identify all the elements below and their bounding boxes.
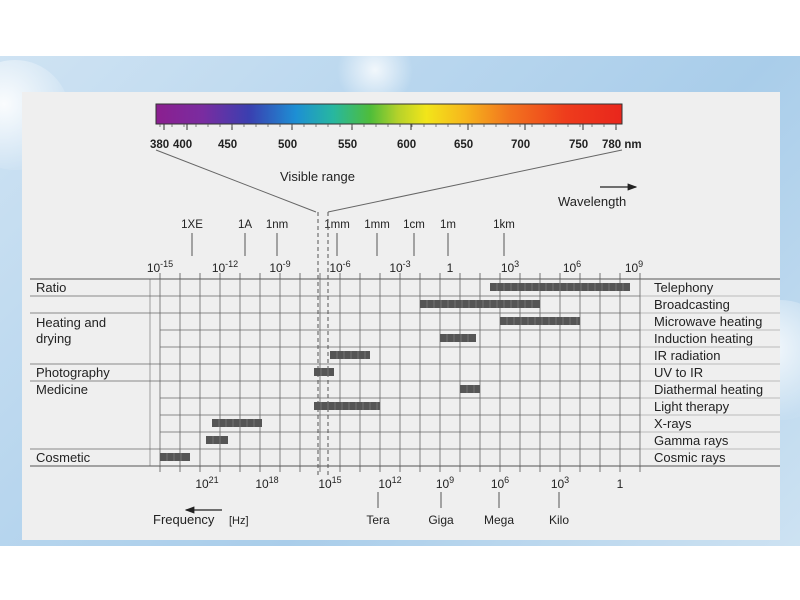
power-tick-label: 106 (563, 259, 581, 275)
category-label: Heating and (36, 315, 106, 330)
application-label: X-rays (654, 416, 692, 431)
length-labels: 1XE 1A 1nm 1mm 1mm 1cm 1m 1km (181, 219, 515, 256)
power-tick-label: 103 (501, 259, 519, 275)
spectrum-ticks (159, 124, 617, 130)
frequency-tick-label: 1 (617, 477, 624, 491)
nm-label: 450 (218, 139, 237, 151)
nm-label: 500 (278, 139, 297, 151)
nm-label: 780 nm (602, 139, 642, 151)
category-label: Ratio (36, 280, 66, 295)
application-bar (206, 436, 228, 444)
category-label: Cosmetic (36, 450, 91, 465)
category-label: drying (36, 331, 71, 346)
length-label: 1nm (266, 219, 288, 231)
length-label: 1m (440, 219, 456, 231)
application-bar (330, 351, 370, 359)
power-labels: 10-15 10-12 10-9 10-6 10-3 1 103 106 109 (147, 259, 643, 275)
power-tick-label: 109 (625, 259, 643, 275)
power-tick-label: 10-9 (269, 259, 290, 275)
nm-label: 400 (173, 139, 192, 151)
application-label: UV to IR (654, 365, 703, 380)
spectrum-panel (22, 92, 780, 540)
application-label: IR radiation (654, 348, 720, 363)
prefix-labels: Tera Giga Mega Kilo (366, 492, 569, 527)
application-bar (420, 300, 540, 308)
length-label: 1A (238, 219, 252, 231)
length-label: 1km (493, 219, 515, 231)
application-bar (314, 402, 380, 410)
frequency-labels: 1021 1018 1015 1012 109 106 103 1 (195, 475, 623, 491)
frequency-tick-label: 109 (436, 475, 454, 491)
application-bar (160, 453, 190, 461)
nm-label: 600 (397, 139, 416, 151)
frequency-tick-label: 1018 (255, 475, 278, 491)
application-label: Diathermal heating (654, 382, 763, 397)
application-bar (500, 317, 580, 325)
application-label: Light therapy (654, 399, 730, 414)
nm-label: 650 (454, 139, 473, 151)
frequency-tick-label: 1021 (195, 475, 218, 491)
length-label: 1cm (403, 219, 425, 231)
prefix-label: Tera (366, 513, 390, 527)
power-tick-label: 10-12 (212, 259, 238, 275)
category-label: Medicine (36, 382, 88, 397)
application-bar (440, 334, 476, 342)
nm-label: 380 (150, 139, 169, 151)
application-label: Cosmic rays (654, 450, 726, 465)
application-label: Broadcasting (654, 297, 730, 312)
power-tick-label: 10-6 (329, 259, 350, 275)
frequency-tick-label: 103 (551, 475, 569, 491)
visible-spectrum-bar (155, 103, 623, 125)
application-label: Induction heating (654, 331, 753, 346)
frequency-tick-label: 1015 (318, 475, 341, 491)
application-bar (212, 419, 262, 427)
prefix-label: Giga (428, 513, 454, 527)
application-bar (460, 385, 480, 393)
length-label: 1XE (181, 219, 203, 231)
power-tick-label: 1 (447, 261, 454, 275)
visible-range-label: Visible range (280, 169, 355, 184)
length-label: 1mm (324, 219, 350, 231)
frequency-label: Frequency (153, 512, 215, 527)
nm-label: 750 (569, 139, 588, 151)
visible-range-left-line (155, 149, 317, 213)
wavelength-nm-labels: 380 400 450 500 550 600 650 700 750 780 nm (150, 139, 642, 151)
decorative-bubble (330, 40, 420, 100)
power-tick-label: 10-3 (389, 259, 410, 275)
application-labels: Telephony Broadcasting Microwave heating In… (654, 280, 763, 465)
application-label: Gamma rays (654, 433, 729, 448)
frequency-tick-label: 1012 (378, 475, 401, 491)
frequency-tick-label: 106 (491, 475, 509, 491)
length-label: 1mm (364, 219, 390, 231)
frequency-unit: [Hz] (229, 515, 249, 527)
application-label: Microwave heating (654, 314, 762, 329)
power-tick-label: 10-15 (147, 259, 173, 275)
prefix-label: Kilo (549, 513, 569, 527)
application-bar (314, 368, 334, 376)
application-bars (160, 283, 630, 461)
visible-range-right-line (327, 149, 623, 213)
nm-label: 550 (338, 139, 357, 151)
application-label: Telephony (654, 280, 714, 295)
nm-label: 700 (511, 139, 530, 151)
wavelength-label: Wavelength (558, 194, 626, 209)
category-label: Photography (36, 365, 110, 380)
application-grid (30, 212, 780, 476)
prefix-label: Mega (484, 513, 514, 527)
